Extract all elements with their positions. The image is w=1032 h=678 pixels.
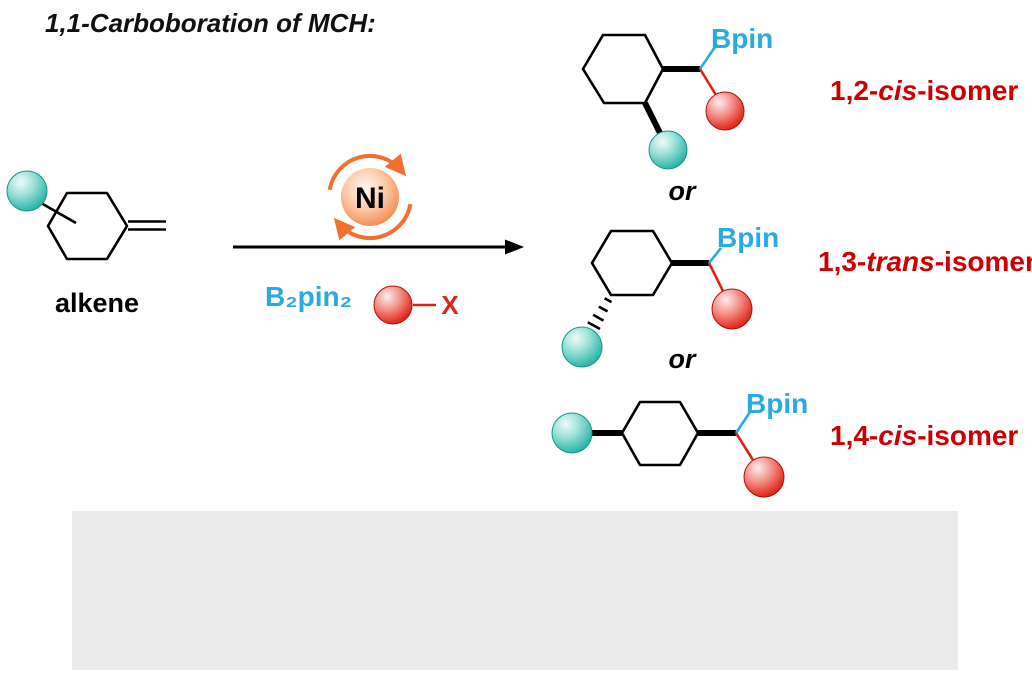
product-1-3-trans-structure: Bpin	[561, 222, 779, 368]
isomer-label-stereo: cis	[878, 420, 917, 451]
isomer-label-suffix: -isomer	[917, 75, 1018, 106]
bond-to-bpin	[707, 247, 723, 264]
scheme-title: 1,1-Carboboration of MCH:	[45, 8, 376, 38]
substrate-alkene-structure: alkene	[6, 170, 166, 318]
isomer-label-1-3-trans: 1,3-trans-isomer	[818, 246, 1032, 277]
reaction-arrow	[233, 239, 524, 255]
cyclohexane-ring	[581, 33, 665, 105]
nickel-catalyst: Ni	[327, 153, 413, 241]
bpin-label: Bpin	[711, 23, 773, 54]
reagents: B₂pin₂ X	[265, 281, 459, 325]
isomer-label-stereo: trans	[866, 246, 934, 277]
catalyst-cycle-arrow-top	[327, 153, 407, 191]
substrate-label: alkene	[55, 288, 139, 318]
arrow-head	[505, 239, 524, 255]
catalyst-cycle-arrow-bottom	[333, 203, 413, 241]
isomer-label-suffix: -isomer	[917, 420, 1018, 451]
cyclohexane-ring	[620, 400, 700, 467]
isomer-label-stereo: cis	[878, 75, 917, 106]
bond-to-red-ball	[707, 262, 725, 292]
bond-to-bpin	[698, 43, 719, 70]
isomer-label-prefix: 1,3-	[818, 246, 866, 277]
product-1-2-cis-structure: Bpin	[581, 23, 773, 170]
cyclohexane-ring	[590, 229, 674, 297]
teal-substituent-ball	[561, 326, 603, 368]
bold-bond-to-teal-ball	[642, 101, 663, 135]
bond-to-red-ball	[698, 68, 718, 96]
isomer-label-prefix: 1,4-	[830, 420, 878, 451]
electrophile-x-label: X	[441, 290, 459, 320]
isomer-label-1-2-cis: 1,2-cis-isomer	[830, 75, 1018, 106]
red-electrophile-ball	[705, 91, 745, 131]
bond-to-red-ball	[734, 432, 755, 461]
hashed-wedge-bond	[587, 297, 613, 331]
isomer-label-suffix: -isomer	[935, 246, 1032, 277]
diboron-reagent-label: B₂pin₂	[265, 281, 352, 312]
teal-substituent-ball	[551, 412, 593, 454]
catalyst-sphere	[341, 168, 399, 226]
or-separator-2: or	[669, 344, 697, 374]
cyclohexane-ring	[46, 191, 129, 261]
key-features-box: Excellent and predictable regio- and dia…	[72, 511, 958, 670]
isomer-label-1-4-cis: 1,4-cis-isomer	[830, 420, 1018, 451]
isomer-label-prefix: 1,2-	[830, 75, 878, 106]
unspecified-position-bond	[40, 201, 77, 225]
bpin-label: Bpin	[717, 222, 779, 253]
teal-substituent-ball	[6, 170, 48, 212]
or-separator-1: or	[669, 176, 697, 206]
red-electrophile-ball	[743, 456, 785, 498]
teal-substituent-ball	[648, 130, 688, 170]
bond-to-bpin	[734, 411, 752, 434]
product-1-4-cis-structure: Bpin	[551, 388, 808, 498]
red-electrophile-ball	[373, 285, 413, 325]
red-electrophile-ball	[711, 288, 753, 330]
bpin-label: Bpin	[746, 388, 808, 419]
catalyst-symbol: Ni	[355, 182, 385, 215]
